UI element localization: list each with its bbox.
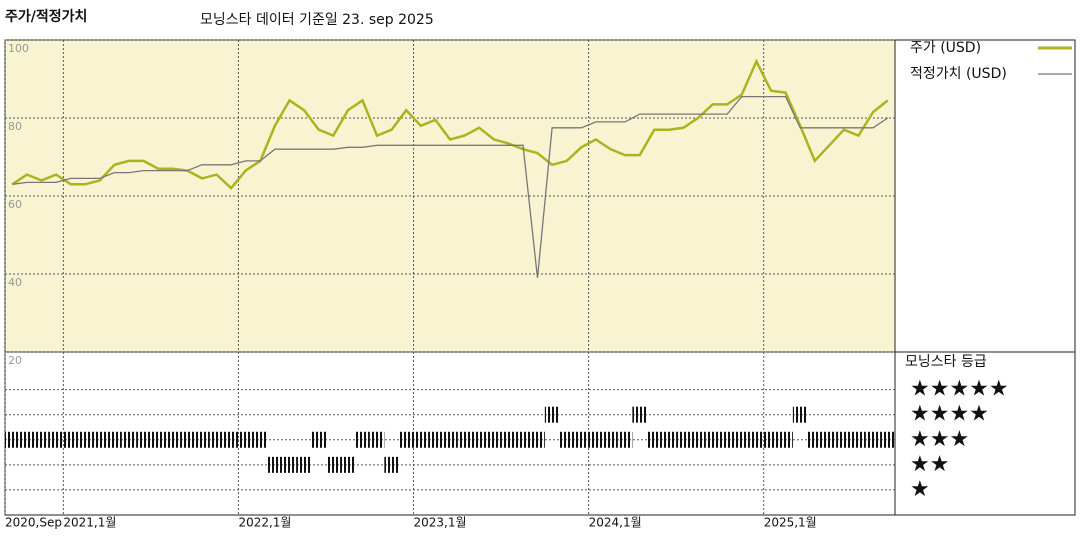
rating-bar <box>705 431 720 448</box>
rating-bar <box>413 431 429 448</box>
rating-bar <box>880 431 895 448</box>
rating-bar <box>223 431 239 448</box>
legend-label: 주가 (USD) <box>910 40 981 56</box>
rating-title: 모닝스타 등급 <box>905 354 987 370</box>
rating-bar <box>180 431 195 448</box>
rating-bar <box>194 431 210 448</box>
rating-bar <box>48 431 64 448</box>
rating-bar <box>165 431 181 448</box>
rating-bar <box>515 431 531 448</box>
rating-bar <box>544 406 560 423</box>
rating-bar <box>530 431 545 448</box>
rating-label: ★★ <box>910 452 949 477</box>
x-tick-label: 2022,1월 <box>238 516 291 530</box>
rating-bar <box>749 431 764 448</box>
chart-subtitle: 모닝스타 데이터 기준일 23. sep 2025 <box>200 12 434 28</box>
rating-bar <box>661 431 677 448</box>
rating-bar <box>851 431 866 448</box>
rating-bar <box>136 431 151 448</box>
x-tick-label: 2020,Sep <box>5 516 62 530</box>
rating-label: ★★★★ <box>910 402 989 427</box>
rating-bar <box>63 431 78 448</box>
x-tick-label: 2024,1월 <box>589 516 642 530</box>
rating-bar <box>296 456 312 473</box>
rating-bar <box>384 456 399 473</box>
rating-bar <box>690 431 706 448</box>
rating-bar <box>369 431 385 448</box>
series-line <box>12 95 889 278</box>
rating-bar <box>778 431 793 448</box>
rating-bar <box>486 431 502 448</box>
x-tick-label: 2021,1월 <box>63 516 116 530</box>
rating-label: ★★★ <box>910 427 969 452</box>
rating-bar <box>340 456 356 473</box>
chart-title: 주가/적정가치 <box>5 8 87 25</box>
rating-bar <box>646 431 662 448</box>
rating-bar <box>150 431 166 448</box>
rating-bar <box>77 431 93 448</box>
rating-bar <box>5 431 20 448</box>
x-tick-label: 2025,1월 <box>764 516 817 530</box>
y-tick-label: 20 <box>8 354 22 367</box>
rating-bar <box>19 431 35 448</box>
rating-bar <box>457 431 472 448</box>
rating-bar <box>559 431 575 448</box>
rating-bar <box>311 431 326 448</box>
rating-bar <box>734 431 750 448</box>
rating-bar <box>325 456 341 473</box>
rating-label: ★ <box>910 477 930 502</box>
rating-bar <box>34 431 49 448</box>
rating-bar <box>471 431 487 448</box>
rating-bar <box>428 431 443 448</box>
rating-bar <box>253 431 268 448</box>
rating-label: ★★★★★ <box>910 377 1009 402</box>
rating-bar <box>763 431 779 448</box>
rating-bar <box>574 431 589 448</box>
rating-bar <box>676 431 691 448</box>
legend-label: 적정가치 (USD) <box>910 66 1007 82</box>
rating-bar <box>865 431 881 448</box>
y-tick-label: 60 <box>8 198 22 211</box>
rating-bar <box>282 456 297 473</box>
rating-bar <box>442 431 458 448</box>
rating-bar <box>617 431 633 448</box>
rating-bar <box>267 456 283 473</box>
rating-bar <box>719 431 735 448</box>
rating-bar <box>121 431 137 448</box>
rating-bar <box>836 431 852 448</box>
rating-bar <box>588 431 604 448</box>
rating-bar <box>92 431 108 448</box>
rating-bar <box>107 431 122 448</box>
x-tick-label: 2023,1월 <box>414 516 467 530</box>
rating-bar <box>238 431 254 448</box>
rating-bar <box>792 406 808 423</box>
rating-bar <box>209 431 224 448</box>
rating-bar <box>807 431 823 448</box>
rating-bar <box>398 431 414 448</box>
rating-bar <box>822 431 837 448</box>
rating-bar <box>603 431 618 448</box>
y-tick-label: 40 <box>8 276 22 289</box>
rating-bar <box>501 431 516 448</box>
y-tick-label: 100 <box>8 42 29 55</box>
rating-bar <box>632 406 647 423</box>
y-tick-label: 80 <box>8 120 22 133</box>
rating-bar <box>355 431 370 448</box>
series-line <box>11 58 889 191</box>
